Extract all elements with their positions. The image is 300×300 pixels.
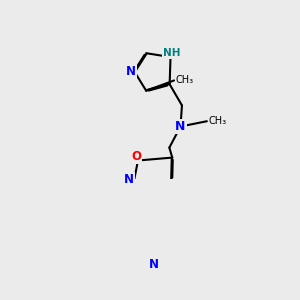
Text: CH₃: CH₃ [208, 116, 226, 126]
Text: N: N [175, 120, 186, 133]
Text: CH₃: CH₃ [176, 75, 194, 85]
Text: NH: NH [163, 49, 181, 58]
Text: N: N [126, 64, 136, 78]
Text: N: N [124, 173, 134, 186]
Text: O: O [131, 151, 142, 164]
Text: N: N [148, 257, 158, 271]
